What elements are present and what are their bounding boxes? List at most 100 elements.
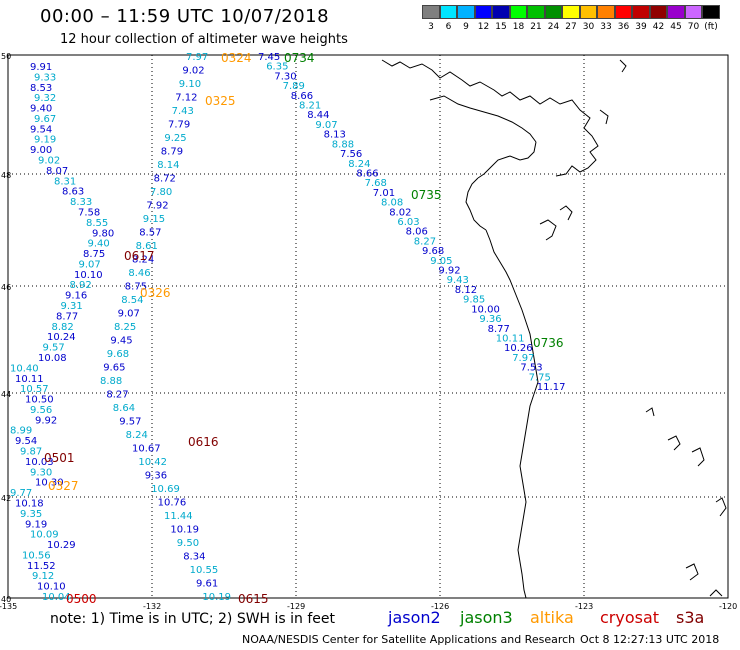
value-label: 10.67 — [132, 444, 161, 455]
value-label: 7.58 — [78, 207, 100, 218]
value-label: 10.08 — [38, 353, 67, 364]
value-label: 8.79 — [161, 147, 183, 158]
scale-label: 39 — [635, 22, 647, 32]
value-label: 6.35 — [266, 62, 288, 73]
pass-label: 0326 — [140, 286, 171, 300]
value-label: 10.19 — [202, 592, 231, 603]
value-label: 9.87 — [20, 447, 42, 458]
scale-label: 33 — [600, 22, 612, 32]
value-label: 8.77 — [56, 311, 78, 322]
value-label: 10.09 — [30, 530, 59, 541]
scale-label: 21 — [530, 22, 542, 32]
value-label: 9.36 — [145, 471, 167, 482]
scale-swatch — [597, 5, 615, 19]
scale-swatch — [474, 5, 492, 19]
scale-label: 3 — [428, 22, 434, 32]
value-label: 9.92 — [438, 266, 460, 277]
pass-label: 0617 — [124, 249, 155, 263]
value-label: 8.77 — [488, 324, 510, 335]
value-label: 9.10 — [179, 79, 201, 90]
value-label: 9.43 — [447, 275, 469, 286]
value-label: 8.34 — [183, 552, 205, 563]
value-label: 8.06 — [406, 227, 428, 238]
value-label: 9.16 — [65, 291, 87, 302]
pass-label: 0616 — [188, 435, 219, 449]
value-label: 9.67 — [34, 114, 56, 125]
value-label: 9.31 — [61, 301, 83, 312]
pass-label: 0501 — [44, 451, 75, 465]
scale-swatch — [614, 5, 632, 19]
value-label: 8.25 — [114, 322, 136, 333]
scale-swatch — [667, 5, 685, 19]
value-label: 8.57 — [139, 228, 161, 239]
legend-jason3: jason3 — [460, 608, 513, 627]
pass-label: 0500 — [66, 592, 97, 606]
value-label: 8.33 — [70, 197, 92, 208]
scale-label: 6 — [445, 22, 452, 32]
pass-label: 0734 — [284, 51, 315, 65]
scale-label: 42 — [652, 22, 665, 32]
value-label: 10.03 — [25, 457, 54, 468]
value-label: 9.02 — [182, 66, 204, 77]
value-label: 9.68 — [107, 349, 129, 360]
value-label: 10.10 — [37, 582, 66, 593]
value-label: 8.88 — [100, 376, 122, 387]
value-label: 8.82 — [52, 322, 74, 333]
value-label: 8.44 — [307, 110, 329, 121]
legend-s3a: s3a — [676, 608, 705, 627]
lat-label: 44 — [1, 390, 11, 399]
value-label: 8.61 — [136, 241, 158, 252]
value-label: 8.13 — [324, 130, 346, 141]
value-label: 8.66 — [291, 91, 313, 102]
value-label: 8.08 — [381, 198, 403, 209]
value-label: 9.61 — [196, 579, 218, 590]
value-label: 7.92 — [146, 201, 168, 212]
value-label: 8.07 — [46, 166, 68, 177]
value-label: 9.15 — [143, 214, 165, 225]
value-label: 9.54 — [15, 436, 37, 447]
value-label: 7.56 — [340, 149, 362, 160]
value-label: 8.14 — [157, 160, 179, 171]
value-label: 9.30 — [30, 467, 52, 478]
lon-label: -126 — [431, 602, 449, 611]
value-label: 7.75 — [529, 372, 551, 383]
value-label: 9.25 — [164, 133, 186, 144]
value-label: 8.27 — [414, 236, 436, 247]
lon-label: -123 — [575, 602, 593, 611]
value-label: 11.44 — [164, 511, 193, 522]
value-label: 9.45 — [110, 336, 132, 347]
scale-swatch — [632, 5, 650, 19]
value-label: 10.10 — [74, 270, 103, 281]
value-label: 8.46 — [128, 268, 150, 279]
value-label: 7.80 — [150, 187, 172, 198]
value-label: 9.56 — [30, 405, 52, 416]
value-label: 10.30 — [35, 478, 64, 489]
value-label: 10.00 — [471, 304, 500, 315]
pass-labels: 0324 0734 0325 0735 0617 0326 0736 0616 0501 0327… — [44, 51, 564, 606]
value-label: 9.07 — [315, 120, 337, 131]
scale-swatch — [492, 5, 510, 19]
lon-label: -129 — [287, 602, 305, 611]
legend-cryosat: cryosat — [600, 608, 660, 627]
scale-swatch — [544, 5, 562, 19]
scale-swatch — [684, 5, 702, 19]
pass-label: 0325 — [205, 94, 236, 108]
value-label: 7.43 — [172, 106, 194, 117]
value-label: 9.07 — [118, 309, 140, 320]
scale-label: 12 — [477, 22, 490, 32]
value-label: 8.55 — [86, 218, 108, 229]
value-label: 7.68 — [365, 178, 387, 189]
value-label: 9.05 — [430, 256, 452, 267]
value-label: 9.19 — [25, 519, 47, 530]
lat-label: 42 — [1, 494, 11, 503]
scale-label: 36 — [617, 22, 630, 32]
value-label: 10.69 — [151, 484, 180, 495]
scale-label: 45 — [670, 22, 682, 32]
value-label: 10.29 — [47, 540, 76, 551]
value-label: 9.36 — [479, 314, 501, 325]
value-label: 9.68 — [422, 246, 444, 257]
value-label: 9.32 — [34, 93, 56, 104]
value-label: 8.92 — [70, 280, 92, 291]
legend-altika: altika — [530, 608, 574, 627]
scale-swatch — [422, 5, 440, 19]
